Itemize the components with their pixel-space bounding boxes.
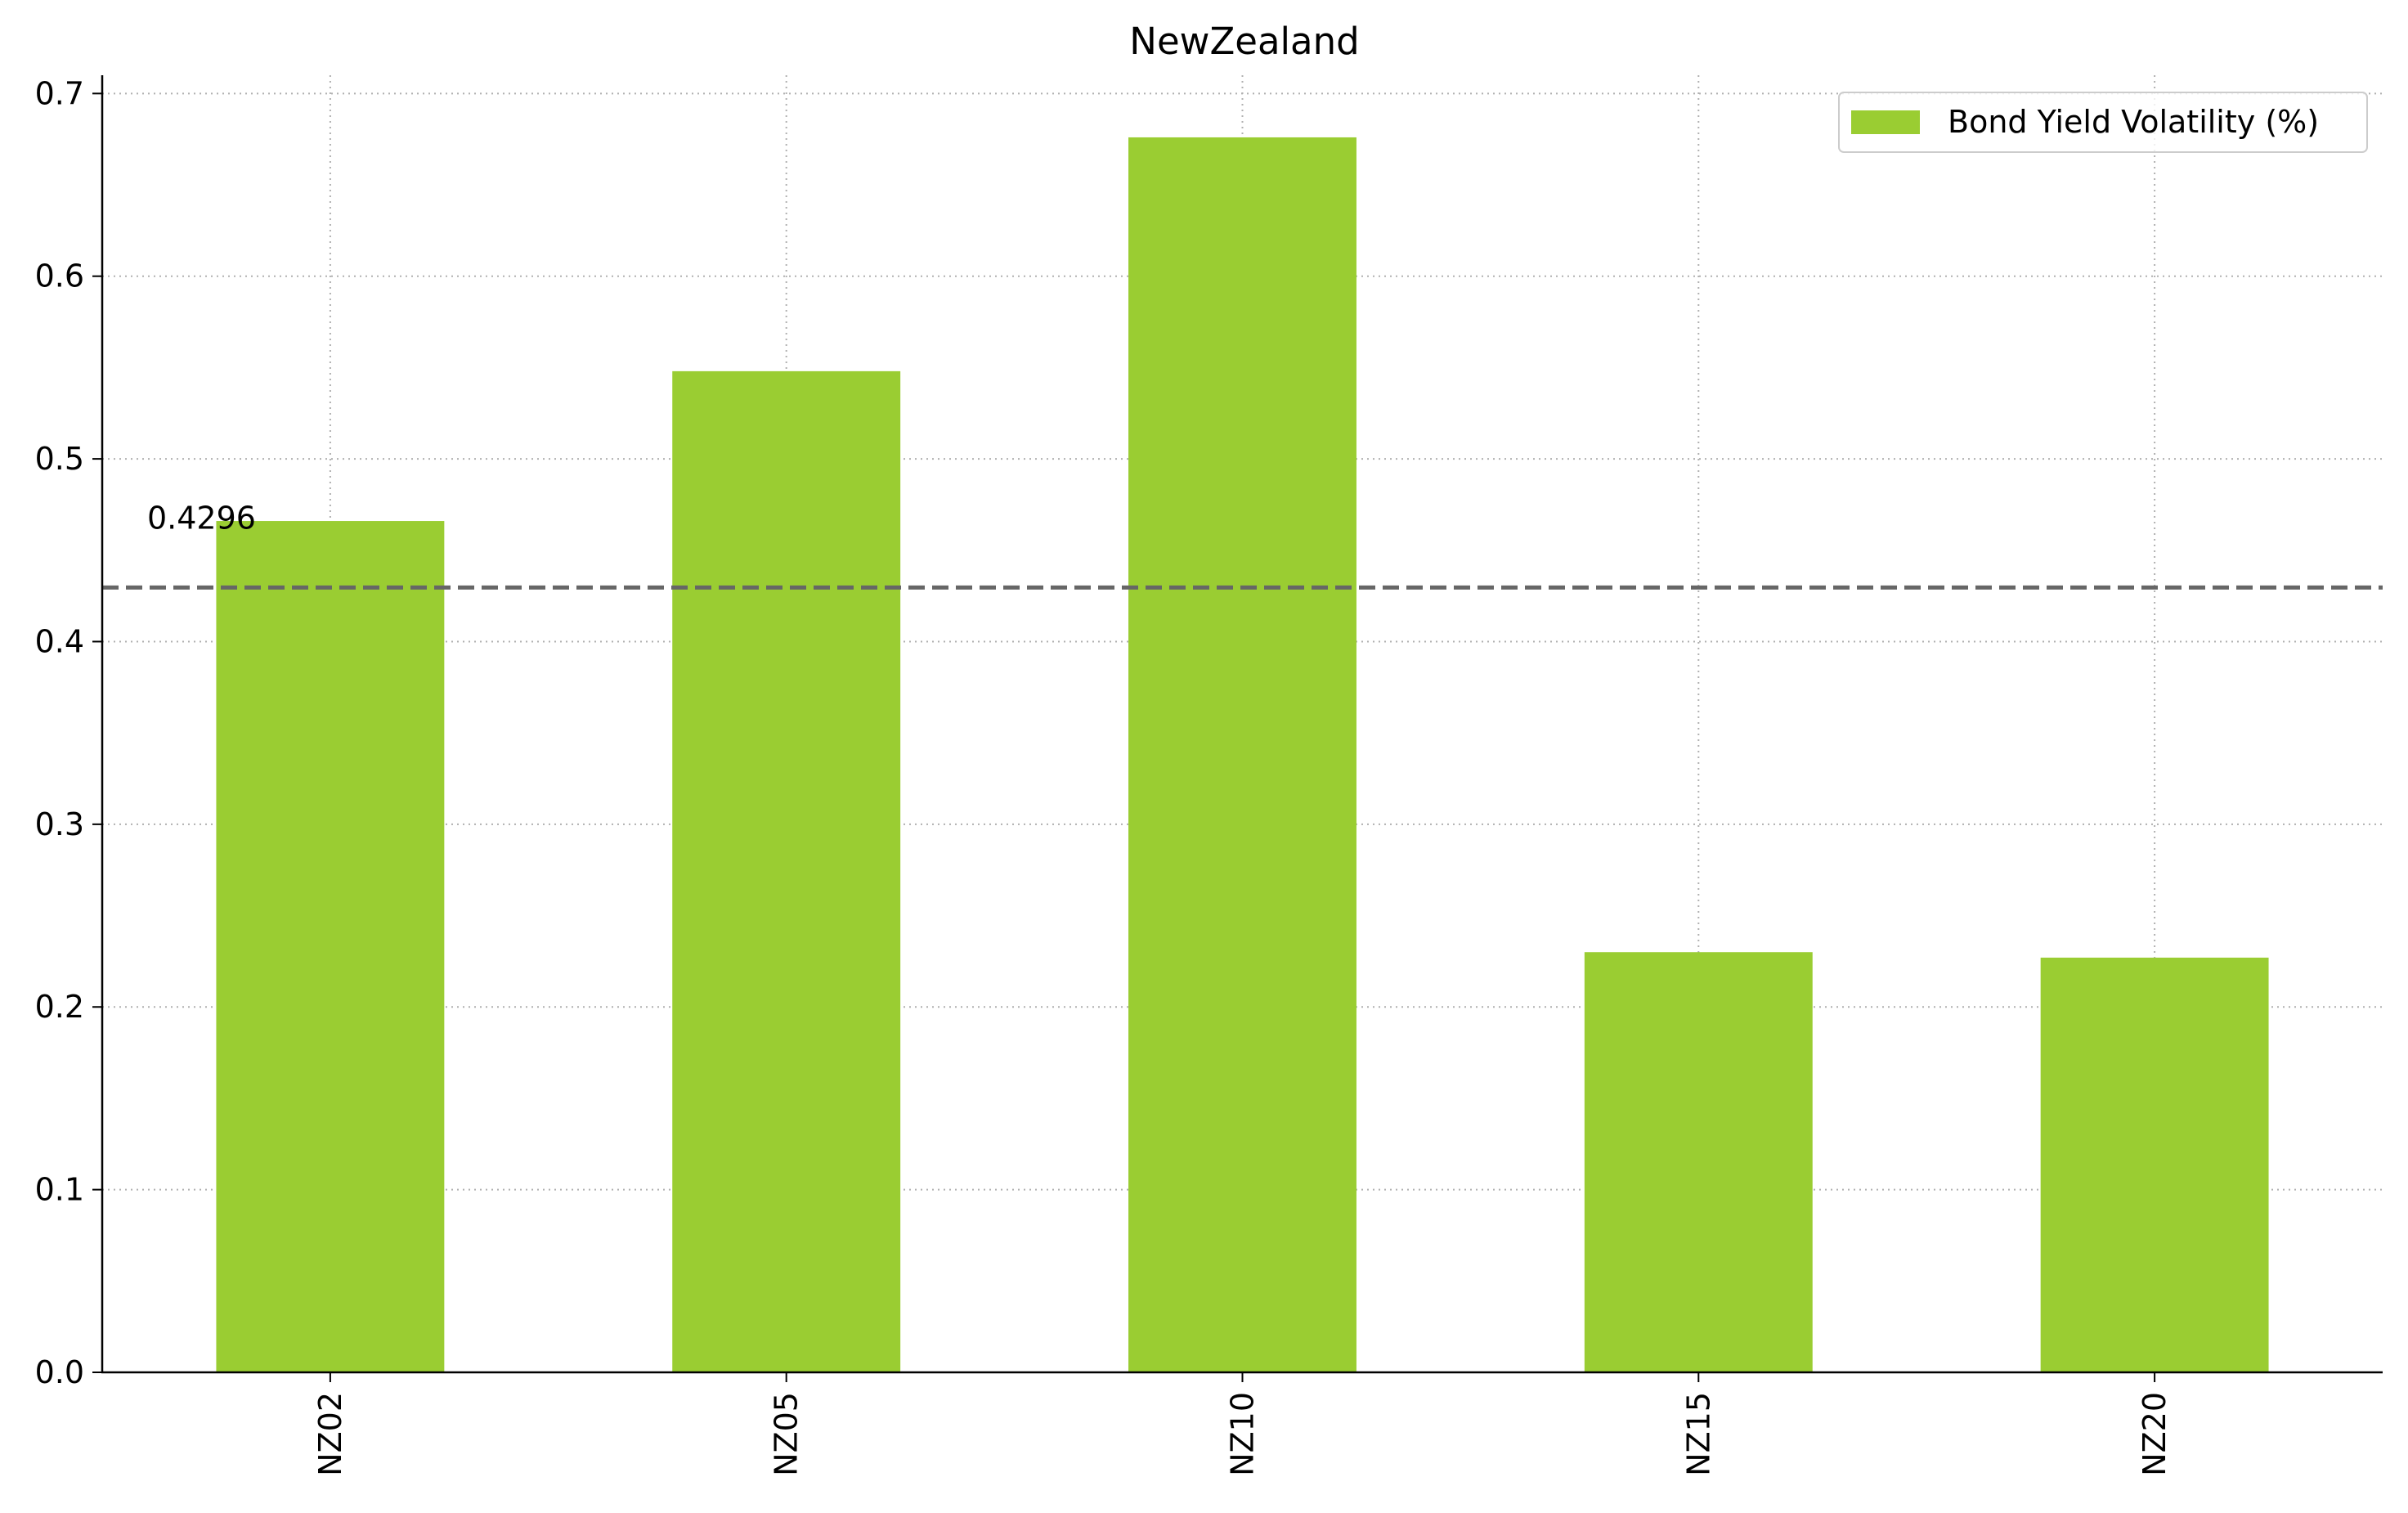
x-tick-label: NZ10 (1225, 1392, 1261, 1476)
y-tick-label: 0.0 (35, 1354, 84, 1390)
bar-nz05 (672, 370, 901, 1372)
x-tick-label: NZ02 (312, 1392, 348, 1476)
legend-swatch (1851, 110, 1920, 134)
y-tick-label: 0.3 (35, 806, 84, 842)
x-axis-ticks: NZ02 NZ05 NZ10 NZ15 NZ20 (312, 1372, 2173, 1476)
x-tick-label: NZ20 (2137, 1392, 2173, 1476)
reference-line-label: 0.4296 (147, 500, 256, 536)
x-tick-label: NZ15 (1680, 1392, 1716, 1476)
bar-nz15 (1584, 952, 1813, 1372)
chart-title: NewZealand (1129, 20, 1359, 63)
y-tick-label: 0.7 (35, 75, 84, 111)
y-tick-label: 0.2 (35, 989, 84, 1025)
reference-line-group: 0.4296 (102, 500, 2383, 590)
y-axis-ticks: 0.0 0.1 0.2 0.3 0.4 0.5 0.6 0.7 (35, 75, 102, 1390)
y-tick-label: 0.6 (35, 258, 84, 294)
bar-nz02 (216, 521, 445, 1373)
x-tick-label: NZ05 (769, 1392, 805, 1476)
y-tick-label: 0.4 (35, 623, 84, 659)
y-tick-label: 0.1 (35, 1172, 84, 1208)
bars (216, 137, 2269, 1373)
legend-label: Bond Yield Volatility (%) (1948, 104, 2319, 140)
legend-box (1838, 92, 2368, 153)
bar-nz20 (2040, 957, 2269, 1372)
legend: Bond Yield Volatility (%) (1838, 92, 2368, 153)
y-tick-label: 0.5 (35, 441, 84, 477)
bar-nz10 (1128, 137, 1356, 1372)
